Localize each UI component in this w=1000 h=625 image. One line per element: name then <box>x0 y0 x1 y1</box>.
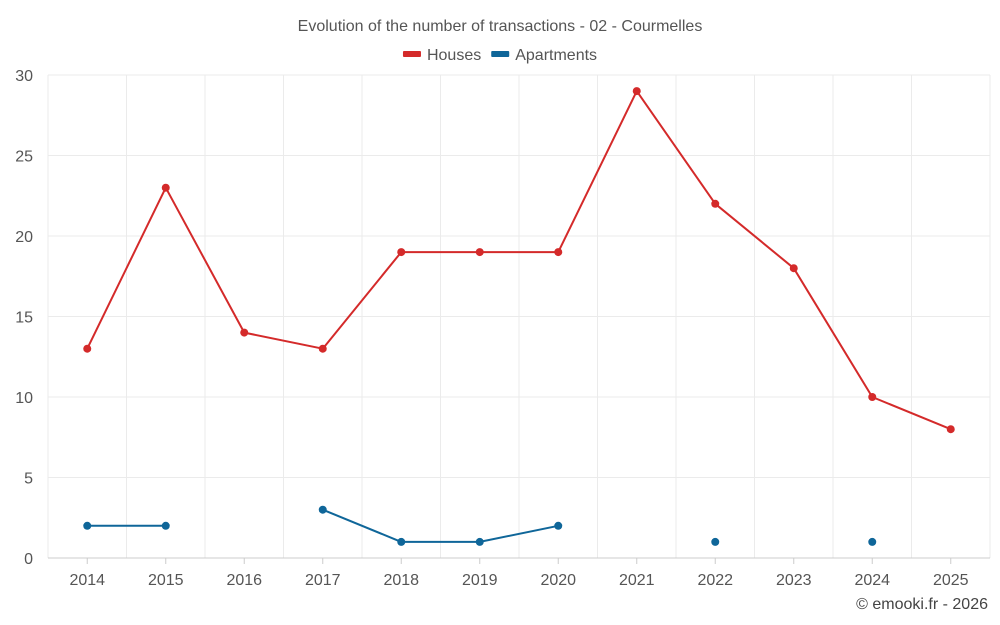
data-point[interactable] <box>711 537 720 546</box>
x-tick-label: 2017 <box>305 572 341 589</box>
data-point[interactable] <box>161 521 170 530</box>
data-point[interactable] <box>318 344 327 353</box>
data-point[interactable] <box>397 537 406 546</box>
y-tick-label: 5 <box>24 471 33 488</box>
data-point[interactable] <box>161 183 170 192</box>
legend-label: Houses <box>427 47 481 64</box>
x-tick-label: 2015 <box>148 572 184 589</box>
legend-swatch <box>491 51 510 57</box>
credit-text: © emooki.fr - 2026 <box>856 596 988 613</box>
x-tick-label: 2018 <box>383 572 419 589</box>
series-apartments <box>83 505 877 546</box>
data-point[interactable] <box>789 264 798 273</box>
x-tick-label: 2023 <box>776 572 812 589</box>
data-point[interactable] <box>868 537 877 546</box>
y-tick-label: 30 <box>15 68 33 85</box>
data-point[interactable] <box>475 537 484 546</box>
x-tick-label: 2016 <box>226 572 262 589</box>
legend-swatch <box>402 51 421 57</box>
legend-item-houses[interactable]: Houses <box>402 47 481 64</box>
x-tick-label: 2019 <box>462 572 498 589</box>
x-tick-label: 2021 <box>619 572 655 589</box>
legend: Houses Apartments <box>402 47 597 64</box>
data-point[interactable] <box>240 328 249 337</box>
data-point[interactable] <box>711 199 720 208</box>
chart-title: Evolution of the number of transactions … <box>298 18 703 35</box>
legend-item-apartments[interactable]: Apartments <box>491 47 597 64</box>
data-point[interactable] <box>475 248 484 257</box>
y-tick-label: 0 <box>24 551 33 568</box>
x-tick-label: 2014 <box>69 572 105 589</box>
data-point[interactable] <box>554 248 563 257</box>
x-tick-label: 2025 <box>933 572 969 589</box>
data-point[interactable] <box>83 344 92 353</box>
y-tick-label: 25 <box>15 149 33 166</box>
y-tick-label: 20 <box>15 229 33 246</box>
series-group <box>83 87 955 546</box>
y-tick-label: 15 <box>15 310 33 327</box>
legend-label: Apartments <box>515 47 597 64</box>
x-tick-label: 2024 <box>854 572 890 589</box>
series-line <box>322 508 559 543</box>
data-point[interactable] <box>83 521 92 530</box>
x-tick-label: 2020 <box>540 572 576 589</box>
series-line <box>86 90 952 431</box>
data-point[interactable] <box>397 248 406 257</box>
data-point[interactable] <box>632 87 641 96</box>
data-point[interactable] <box>554 521 563 530</box>
grid <box>47 74 991 558</box>
data-point[interactable] <box>946 425 955 434</box>
x-tick-label: 2022 <box>697 572 733 589</box>
series-houses <box>83 87 955 434</box>
data-point[interactable] <box>868 393 877 401</box>
data-point[interactable] <box>318 505 327 514</box>
y-tick-label: 10 <box>15 390 33 407</box>
